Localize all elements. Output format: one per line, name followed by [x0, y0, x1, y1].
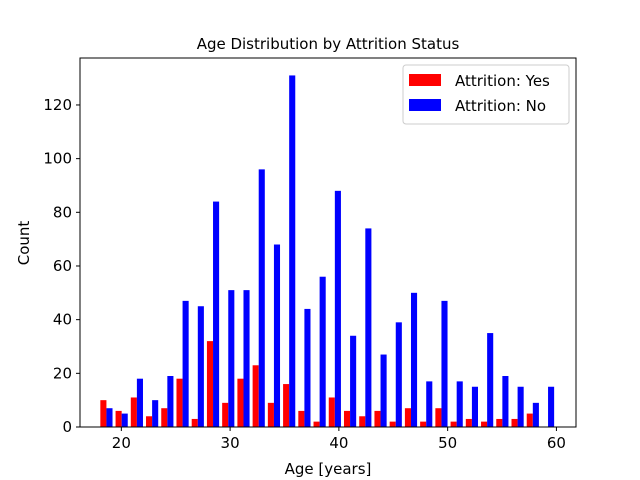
bar-attrition-no — [395, 322, 402, 427]
bar-attrition-no — [471, 386, 478, 427]
bar-attrition-no — [487, 333, 494, 427]
bar-attrition-yes — [526, 413, 533, 427]
bar-attrition-no — [304, 308, 311, 427]
bar-attrition-no — [243, 290, 250, 427]
legend-label-no: Attrition: No — [455, 97, 546, 115]
bar-attrition-yes — [115, 410, 122, 427]
bar-attrition-no — [350, 335, 357, 427]
x-tick-label: 60 — [547, 434, 566, 452]
bar-attrition-yes — [298, 410, 305, 427]
bar-attrition-no — [197, 306, 204, 427]
y-tick-label: 100 — [43, 150, 72, 168]
bar-attrition-no — [213, 201, 220, 427]
legend: Attrition: Yes Attrition: No — [402, 64, 570, 125]
bar-attrition-yes — [176, 378, 183, 427]
bar-attrition-no — [380, 354, 387, 427]
bar-attrition-yes — [222, 402, 229, 427]
bar-attrition-no — [426, 381, 433, 427]
plot-frame — [79, 57, 577, 428]
bar-attrition-yes — [481, 421, 488, 427]
bar-attrition-no — [289, 75, 296, 427]
bar-attrition-no — [441, 300, 448, 427]
bar-attrition-yes — [389, 421, 396, 427]
x-tick-label: 40 — [329, 434, 348, 452]
bar-attrition-no — [532, 402, 539, 427]
y-axis-title: Count — [15, 221, 33, 266]
bar-attrition-yes — [100, 400, 107, 427]
y-tick-label: 80 — [53, 203, 72, 221]
bar-attrition-no — [334, 190, 341, 427]
bar-attrition-no — [152, 400, 159, 427]
legend-swatch-no — [409, 99, 441, 111]
bar-attrition-yes — [313, 421, 320, 427]
legend-label-yes: Attrition: Yes — [455, 72, 550, 90]
bar-attrition-yes — [404, 408, 411, 427]
bar-attrition-no — [258, 169, 265, 427]
x-tick-label: 50 — [438, 434, 457, 452]
bar-attrition-no — [456, 381, 463, 427]
bar-attrition-yes — [161, 408, 168, 427]
bar-attrition-yes — [283, 384, 290, 427]
bar-attrition-yes — [450, 421, 457, 427]
x-tick-label: 30 — [221, 434, 240, 452]
bar-attrition-yes — [435, 408, 442, 427]
y-tick-label: 120 — [43, 96, 72, 114]
bar-attrition-no — [502, 376, 509, 427]
bar-attrition-yes — [252, 365, 259, 427]
bar-attrition-no — [228, 290, 235, 427]
bar-attrition-no — [273, 244, 281, 427]
bar-attrition-no — [410, 292, 418, 427]
bar-attrition-no — [136, 378, 143, 427]
bar-attrition-yes — [343, 410, 351, 427]
chart-title: Age Distribution by Attrition Status — [197, 35, 460, 53]
bar-attrition-no — [365, 228, 372, 427]
x-tick-label: 20 — [112, 434, 131, 452]
bar-attrition-yes — [130, 397, 137, 427]
bar-attrition-no — [319, 276, 326, 427]
bar-attrition-yes — [496, 418, 503, 427]
y-axis-ticks: 0 20 40 60 80 100 120 — [43, 96, 80, 436]
legend-box — [402, 64, 570, 125]
bar-attrition-no — [121, 413, 128, 427]
bar-attrition-no — [167, 376, 174, 427]
bar-attrition-yes — [328, 397, 335, 427]
y-tick-label: 40 — [53, 311, 72, 329]
bar-attrition-no — [517, 386, 524, 427]
bar-attrition-no — [106, 408, 113, 427]
x-axis-ticks: 20 30 40 50 60 — [112, 427, 566, 452]
bar-attrition-yes — [420, 421, 427, 427]
y-tick-label: 60 — [53, 257, 72, 275]
bar-attrition-yes — [237, 378, 244, 427]
bar-attrition-yes — [374, 410, 381, 427]
bar-attrition-yes — [465, 418, 472, 427]
x-axis-title: Age [years] — [285, 460, 372, 478]
bar-attrition-yes — [146, 416, 153, 427]
bar-attrition-yes — [206, 341, 214, 427]
bar-attrition-yes — [267, 402, 274, 427]
y-tick-label: 0 — [62, 418, 72, 436]
bar-attrition-yes — [511, 418, 518, 427]
bar-attrition-yes — [191, 418, 198, 427]
bar-attrition-no — [548, 386, 555, 427]
y-tick-label: 20 — [53, 364, 72, 382]
legend-swatch-yes — [409, 74, 441, 86]
bars-layer — [100, 75, 555, 427]
bar-attrition-no — [182, 300, 189, 427]
bar-attrition-yes — [359, 416, 366, 427]
